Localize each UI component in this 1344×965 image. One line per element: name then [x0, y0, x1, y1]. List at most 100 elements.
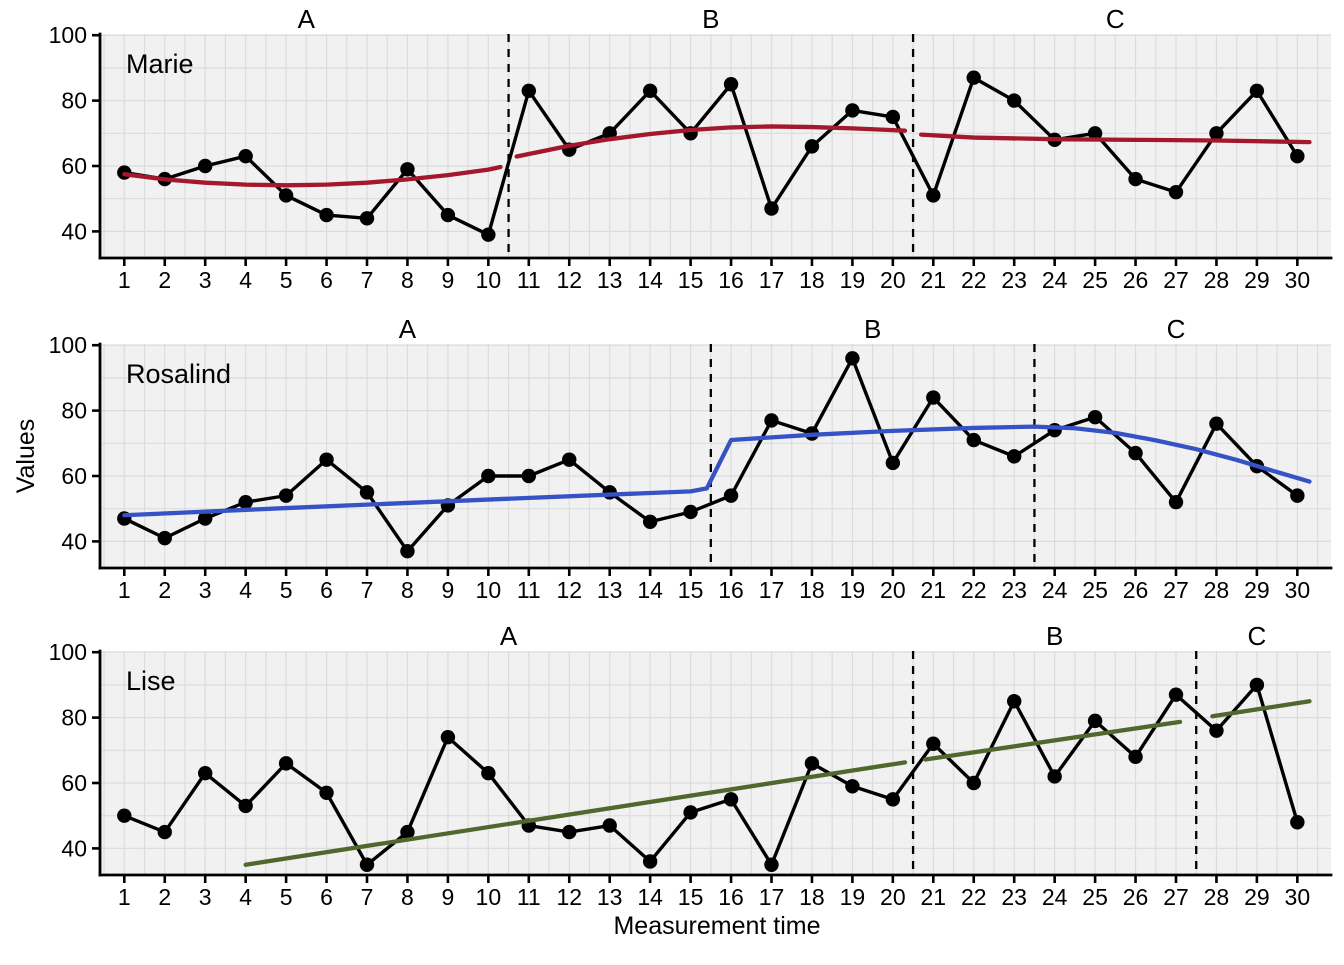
- x-tick-label: 17: [759, 577, 785, 603]
- x-tick-label: 4: [239, 267, 252, 293]
- data-point: [966, 70, 981, 85]
- data-point: [359, 211, 375, 226]
- data-series-line: [123, 683, 1299, 867]
- phase-label-c: C: [1106, 4, 1125, 34]
- x-tick-label: 7: [361, 884, 374, 910]
- phase-label-b: B: [1046, 621, 1063, 651]
- x-tick-label: 24: [1042, 884, 1068, 910]
- data-point: [1087, 126, 1103, 141]
- x-tick-label: 18: [799, 267, 825, 293]
- data-point: [602, 818, 617, 833]
- y-tick-label: 60: [61, 153, 87, 179]
- x-tick-label: 19: [840, 267, 866, 293]
- x-tick-label: 18: [799, 577, 825, 603]
- y-tick-label: 40: [61, 218, 87, 244]
- x-tick-label: 4: [239, 884, 252, 910]
- data-point: [1168, 687, 1184, 702]
- x-tick-label: 22: [961, 884, 987, 910]
- data-point: [278, 488, 294, 503]
- data-point: [440, 730, 456, 745]
- x-tick-label: 1: [118, 884, 131, 910]
- y-tick-label: 60: [61, 463, 87, 489]
- x-tick-label: 9: [442, 267, 455, 293]
- phase-label-b: B: [702, 4, 719, 34]
- x-tick-label: 29: [1244, 884, 1270, 910]
- x-tick-label: 8: [401, 267, 414, 293]
- y-axis-ticks: 40 60 80 100: [49, 639, 100, 861]
- x-tick-label: 5: [280, 577, 293, 603]
- y-tick-label: 80: [61, 398, 87, 424]
- y-axis-ticks: 40 60 80 100: [49, 22, 100, 244]
- data-point: [481, 765, 496, 781]
- x-tick-label: 2: [158, 577, 171, 603]
- axes: [98, 342, 1333, 570]
- data-point: [885, 792, 901, 807]
- x-tick-label: 28: [1204, 577, 1230, 603]
- x-tick-label: 28: [1204, 884, 1230, 910]
- y-axis-ticks: 40 60 80 100: [49, 332, 100, 554]
- x-tick-label: 22: [961, 267, 987, 293]
- data-point: [845, 779, 860, 794]
- data-point: [642, 854, 658, 869]
- x-tick-label: 18: [799, 884, 825, 910]
- x-tick-label: 27: [1163, 267, 1189, 293]
- trend-line-segment: [122, 424, 1312, 518]
- data-point: [1007, 449, 1022, 464]
- x-tick-label: 23: [1001, 267, 1027, 293]
- data-point: [400, 824, 415, 840]
- x-tick-label: 10: [476, 267, 502, 293]
- data-point: [319, 785, 334, 801]
- data-point: [764, 413, 779, 428]
- x-tick-label: 5: [280, 884, 293, 910]
- data-point: [1128, 749, 1143, 765]
- x-tick-label: 4: [239, 577, 252, 603]
- phase-label-a: A: [399, 314, 417, 344]
- data-point: [1087, 409, 1103, 425]
- x-tick-label: 27: [1163, 577, 1189, 603]
- x-tick-label: 13: [597, 267, 623, 293]
- data-point: [198, 511, 213, 526]
- x-tick-label: 24: [1042, 267, 1068, 293]
- data-point: [885, 109, 901, 125]
- data-point: [562, 452, 577, 467]
- x-tick-label: 6: [320, 884, 333, 910]
- x-tick-label: 21: [921, 577, 947, 603]
- data-point: [723, 792, 739, 807]
- x-tick-label: 10: [476, 884, 502, 910]
- data-point: [319, 207, 334, 223]
- data-point: [400, 544, 415, 559]
- data-point: [198, 765, 213, 781]
- x-tick-label: 8: [401, 577, 414, 603]
- phase-label-c: C: [1248, 621, 1267, 651]
- x-tick-label: 23: [1001, 577, 1027, 603]
- x-tick-label: 16: [718, 577, 744, 603]
- x-tick-label: 22: [961, 577, 987, 603]
- data-series-line: [123, 356, 1299, 553]
- data-point: [481, 227, 496, 242]
- x-tick-label: 17: [759, 884, 785, 910]
- data-point: [642, 514, 658, 529]
- data-point: [764, 201, 779, 216]
- x-axis-ticks: 1 2 3 4 5 6 7 8 9 10 11 12 13 14 15 16 17 18 19 20 21 22 23 24 2…: [118, 258, 1310, 293]
- data-point: [198, 158, 213, 174]
- data-point: [966, 775, 981, 791]
- data-point: [683, 504, 698, 520]
- x-tick-label: 5: [280, 267, 293, 293]
- x-tick-label: 15: [678, 884, 704, 910]
- x-tick-label: 23: [1001, 884, 1027, 910]
- gridlines: [101, 34, 1331, 258]
- x-tick-label: 30: [1285, 577, 1311, 603]
- x-tick-label: 20: [880, 884, 906, 910]
- data-point: [1128, 445, 1143, 461]
- trend-line-segment: [1210, 699, 1312, 719]
- y-tick-label: 80: [61, 88, 87, 114]
- data-point: [1128, 171, 1143, 187]
- data-point: [481, 468, 496, 484]
- x-tick-label: 1: [118, 577, 131, 603]
- y-tick-label: 100: [49, 639, 87, 665]
- x-tick-label: 25: [1082, 267, 1108, 293]
- data-point: [1007, 694, 1022, 709]
